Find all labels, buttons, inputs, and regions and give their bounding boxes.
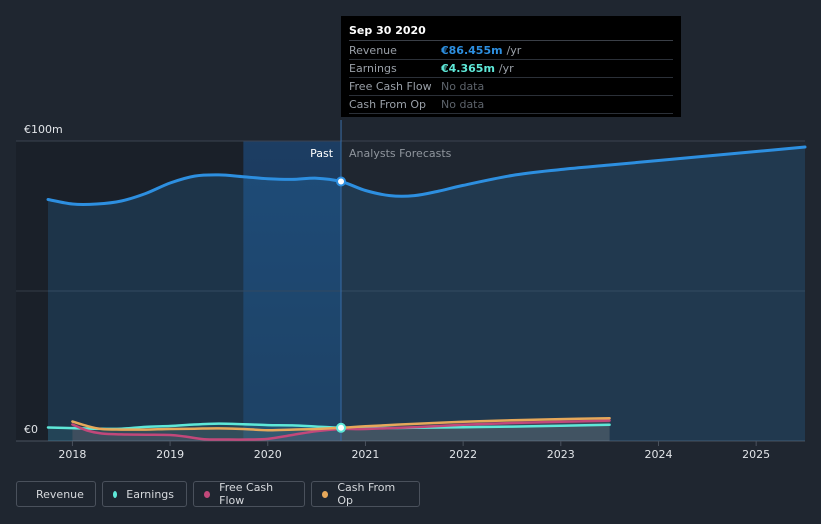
financials-chart: €100m €0 Past Analysts Forecasts 2018 201…: [16, 120, 807, 461]
earnings-dot-icon: [113, 490, 118, 498]
tooltip-value: No data: [441, 98, 485, 111]
tooltip-unit: /yr: [498, 62, 514, 75]
x-tick-label: 2023: [547, 448, 575, 461]
x-tick-label: 2018: [58, 448, 86, 461]
legend-label: Free Cash Flow: [219, 481, 274, 507]
x-tick-label: 2022: [449, 448, 477, 461]
cash-from-op-dot-icon: [322, 490, 329, 498]
tooltip-label: Cash From Op: [349, 98, 427, 111]
legend-revenue[interactable]: Revenue: [16, 481, 96, 507]
forecast-label: Analysts Forecasts: [349, 147, 452, 160]
legend-label: Cash From Op: [337, 481, 396, 507]
legend-free-cash-flow[interactable]: Free Cash Flow: [193, 481, 305, 507]
free-cash-flow-line: [71, 419, 611, 441]
x-tick-label: 2024: [644, 448, 672, 461]
tooltip-label: Revenue: [349, 44, 397, 57]
x-tick-label: 2021: [351, 448, 379, 461]
tooltip-value: €86.455m: [441, 44, 503, 57]
free-cash-flow-dot-icon: [204, 490, 211, 498]
revenue-marker: [336, 176, 347, 187]
earnings-marker: [336, 422, 347, 433]
tooltip-value: No data: [441, 80, 485, 93]
tooltip-unit: /yr: [506, 44, 522, 57]
tooltip-row-cash-from-op: Cash From Op No data: [349, 97, 673, 114]
y-label-min: €0: [24, 423, 38, 436]
past-label: Past: [310, 147, 334, 160]
legend-earnings[interactable]: Earnings: [102, 481, 187, 507]
tooltip-label: Earnings: [349, 62, 397, 75]
tooltip: Sep 30 2020 Revenue €86.455m /yr Earning…: [341, 16, 681, 117]
legend-label: Earnings: [126, 487, 174, 501]
cash-from-op-line: [71, 416, 611, 432]
tooltip-date: Sep 30 2020: [349, 24, 673, 41]
x-tick-label: 2025: [742, 448, 770, 461]
legend-label: Revenue: [36, 487, 84, 501]
chart-legend: Revenue Earnings Free Cash Flow Cash Fro…: [16, 481, 420, 507]
revenue-area: [48, 147, 805, 441]
y-label-max: €100m: [24, 123, 63, 136]
tooltip-value: €4.365m: [441, 62, 495, 75]
tooltip-label: Free Cash Flow: [349, 80, 432, 93]
x-tick-label: 2020: [254, 448, 282, 461]
x-tick-label: 2019: [156, 448, 184, 461]
legend-cash-from-op[interactable]: Cash From Op: [311, 481, 420, 507]
tooltip-row-revenue: Revenue €86.455m /yr: [349, 43, 673, 60]
tooltip-row-earnings: Earnings €4.365m /yr: [349, 61, 673, 78]
tooltip-row-free-cash-flow: Free Cash Flow No data: [349, 79, 673, 96]
